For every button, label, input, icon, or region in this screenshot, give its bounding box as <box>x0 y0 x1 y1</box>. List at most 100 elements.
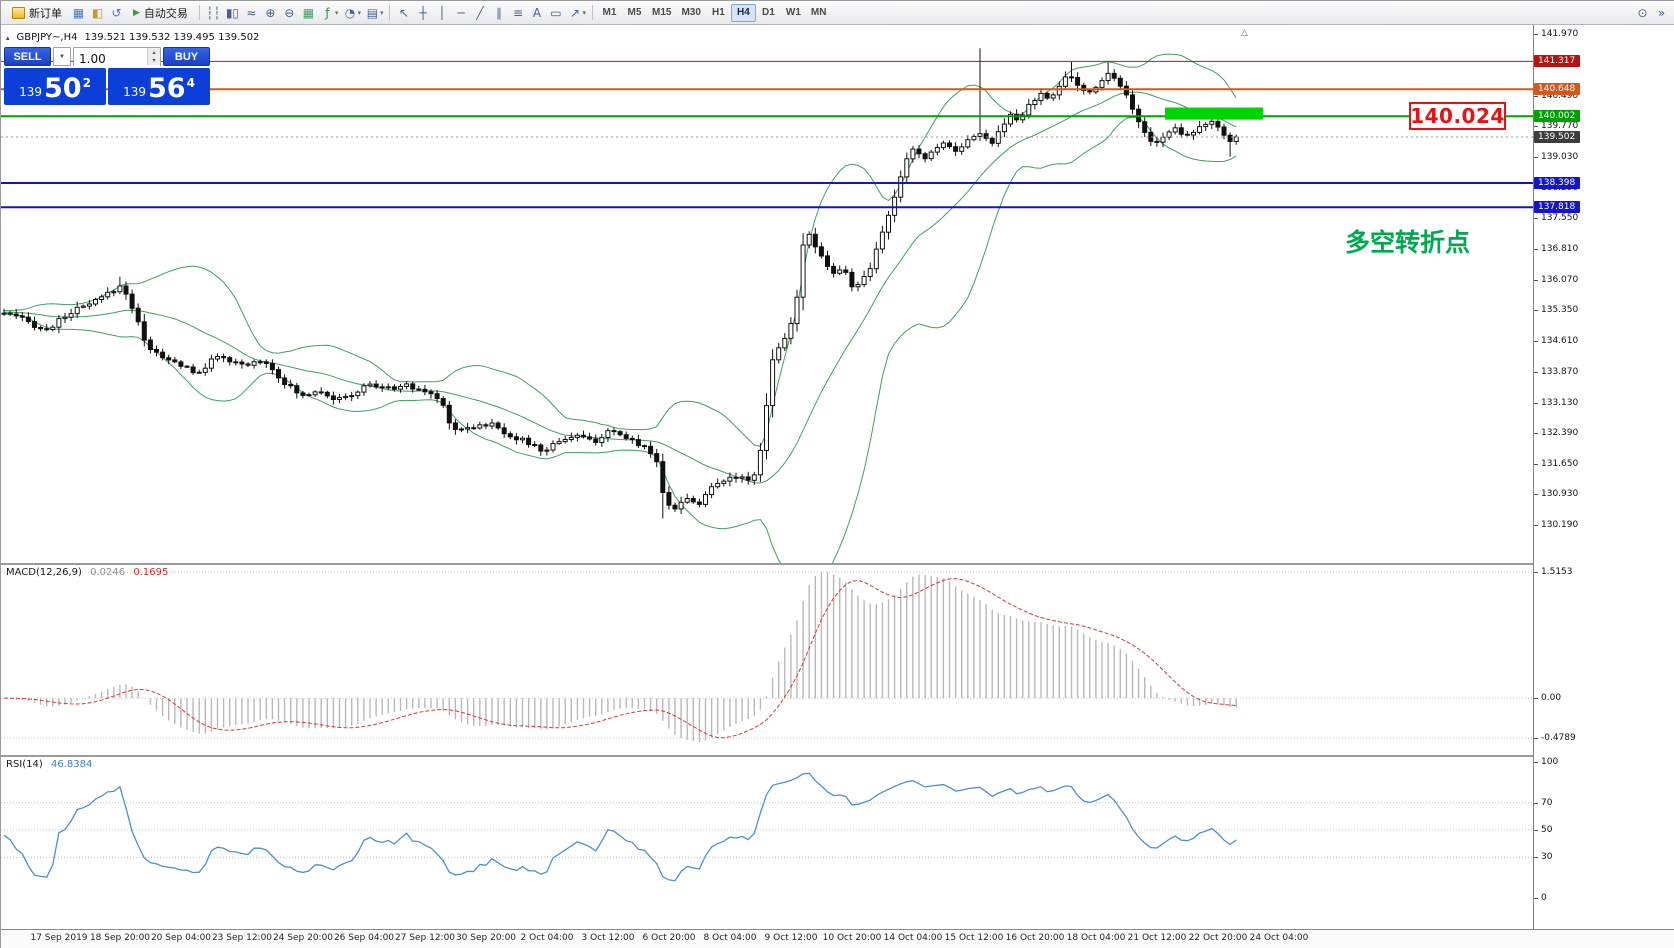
timeframe-m5[interactable]: M5 <box>622 4 647 22</box>
play-icon: ▶ <box>133 7 140 17</box>
level-price-badge: 140.648 <box>1534 83 1581 95</box>
time-label: 6 Oct 20:00 <box>642 933 696 943</box>
trendline-icon[interactable]: ╱ <box>476 5 484 20</box>
price-tick: 141.970 <box>1534 28 1578 40</box>
timeframe-mn[interactable]: MN <box>806 4 832 22</box>
timeframe-d1[interactable]: D1 <box>756 4 781 22</box>
macd-panel: MACD(12,26,9) 0.0246 0.1695 <box>1 563 1533 755</box>
fibonacci-icon[interactable]: ≡ <box>512 5 523 20</box>
order-type-dropdown[interactable]: ▼ <box>53 47 71 66</box>
sell-price-figure: 139 <box>19 85 42 99</box>
volume-input[interactable] <box>74 50 160 68</box>
time-label: 8 Oct 04:00 <box>703 933 757 943</box>
toolbar-overflow-icon[interactable]: » <box>1657 5 1666 20</box>
price-tick: 130.930 <box>1534 488 1578 500</box>
market-watch-icon[interactable]: ▦ <box>72 5 85 20</box>
rsi-tick: 100 <box>1534 756 1558 768</box>
time-label: 21 Oct 12:00 <box>1127 933 1187 943</box>
auto-trading-label: 自动交易 <box>143 7 188 20</box>
rsi-canvas[interactable] <box>1 757 1533 929</box>
templates-icon[interactable]: ▤ <box>366 5 379 20</box>
rsi-tick: 50 <box>1534 824 1552 836</box>
toolbar-separator <box>389 5 391 20</box>
new-order-label: 新订单 <box>29 7 62 20</box>
navigator-icon[interactable]: ↺ <box>111 5 122 20</box>
timeframe-h1[interactable]: H1 <box>706 4 731 22</box>
auto-trading-button[interactable]: ▶ 自动交易 <box>126 3 195 23</box>
volume-spinner: ▴ ▾ <box>147 48 160 65</box>
price-tick: 137.550 <box>1534 212 1578 224</box>
timeframe-m1[interactable]: M1 <box>597 4 622 22</box>
data-window-icon[interactable]: ◧ <box>91 5 104 20</box>
price-tick: 139.030 <box>1534 151 1578 163</box>
zoom-in-icon[interactable]: ⊕ <box>265 5 276 20</box>
time-label: 18 Oct 04:00 <box>1066 933 1126 943</box>
main-chart-canvas[interactable] <box>1 25 1533 563</box>
candlestick-chart-icon[interactable]: ▮▯ <box>225 5 240 20</box>
timeframe-group: M1 M5 M15 M30 H1 H4 D1 W1 MN <box>597 3 832 22</box>
indicators-icon-dropdown[interactable]: ▾ <box>334 8 339 17</box>
macd-title: MACD(12,26,9) <box>6 567 82 578</box>
search-icon[interactable]: ⊙ <box>1637 5 1648 20</box>
periods-icon[interactable]: ◔ <box>344 5 356 20</box>
time-label: 10 Oct 20:00 <box>822 933 882 943</box>
time-label: 17 Sep 2019 <box>30 933 88 943</box>
chart-shift-marker-icon[interactable]: △ <box>1241 28 1248 38</box>
channel-icon[interactable]: ∥ <box>495 5 502 20</box>
volume-increase-button[interactable]: ▴ <box>148 48 160 57</box>
current-price-badge: 139.502 <box>1534 131 1581 143</box>
price-annotation-box[interactable]: 140.024 <box>1409 102 1506 130</box>
buy-button[interactable]: BUY <box>163 47 210 66</box>
indicators-icon[interactable]: ƒ <box>325 5 330 20</box>
volume-field-wrap: ▴ ▾ <box>73 47 161 68</box>
time-label: 27 Sep 12:00 <box>394 933 456 943</box>
main-chart-panel: ▴ GBPJPY~,H4 139.521 139.532 139.495 139… <box>1 25 1533 563</box>
line-chart-icon[interactable]: ≈ <box>246 5 257 20</box>
arrows-icon[interactable]: ↗ <box>569 5 580 20</box>
text-icon[interactable]: A <box>532 5 542 20</box>
buy-price-display[interactable]: 139 56 4 <box>108 68 210 105</box>
horizontal-line-icon[interactable]: ─ <box>457 5 465 20</box>
caret-down-icon: ▼ <box>59 53 65 60</box>
macd-canvas[interactable] <box>1 565 1533 755</box>
macd-label: MACD(12,26,9) 0.0246 0.1695 <box>6 567 168 578</box>
rsi-value: 46.8384 <box>50 759 93 770</box>
macd-tick: 0.00 <box>1534 692 1561 704</box>
time-axis[interactable]: 17 Sep 2019 18 Sep 20:00 20 Sep 04:00 23 Se… <box>1 929 1674 948</box>
time-label: 26 Sep 04:00 <box>333 933 395 943</box>
rsi-tick: 0 <box>1534 892 1547 904</box>
crosshair-icon[interactable]: ┼ <box>419 5 427 20</box>
price-tick: 136.070 <box>1534 274 1578 286</box>
time-label: 14 Oct 04:00 <box>883 933 943 943</box>
turning-point-label[interactable]: 多空转折点 <box>1345 228 1471 257</box>
timeframe-h4[interactable]: H4 <box>730 3 756 22</box>
price-tick: 133.870 <box>1534 366 1578 378</box>
collapse-triangle-icon[interactable]: ▴ <box>6 33 10 42</box>
bar-chart-icon[interactable]: ┆┆ <box>206 5 221 20</box>
sell-price-display[interactable]: 139 50 2 <box>4 68 106 105</box>
vertical-line-icon[interactable]: │ <box>438 5 446 20</box>
timeframe-m30[interactable]: M30 <box>676 4 705 22</box>
new-order-icon <box>12 6 25 19</box>
cursor-icon[interactable]: ↖ <box>398 5 409 20</box>
price-axis[interactable]: 141.970141.240140.490139.770139.030138.2… <box>1533 25 1674 929</box>
templates-icon-dropdown[interactable]: ▾ <box>379 8 384 17</box>
time-label: 22 Oct 20:00 <box>1188 933 1248 943</box>
toolbar-separator <box>591 5 593 20</box>
volume-decrease-button[interactable]: ▾ <box>148 56 160 65</box>
arrows-icon-dropdown[interactable]: ▾ <box>582 8 586 17</box>
main-toolbar: 新订单 ▦ ◧ ↺ ▶ 自动交易 ┆┆ ▮▯ ≈ ⊕ ⊖ ▦ ƒ ▾ ◔ ▾ ▤ ▾ ↖ ┼ │ ─ ╱ ∥ ≡ A ▭ ↗… <box>1 1 1674 25</box>
timeframe-w1[interactable]: W1 <box>781 4 806 22</box>
label-icon[interactable]: ▭ <box>550 5 562 20</box>
sell-button[interactable]: SELL <box>4 47 51 66</box>
zoom-out-icon[interactable]: ⊖ <box>284 5 295 20</box>
new-order-button[interactable]: 新订单 <box>5 3 69 23</box>
rsi-panel: RSI(14) 46.8384 <box>1 755 1533 929</box>
macd-tick: -0.4789 <box>1534 732 1576 744</box>
tile-windows-icon[interactable]: ▦ <box>302 5 315 20</box>
time-label: 18 Sep 20:00 <box>89 933 151 943</box>
periods-icon-dropdown[interactable]: ▾ <box>357 8 361 17</box>
timeframe-m15[interactable]: M15 <box>647 4 676 22</box>
time-label: 30 Sep 20:00 <box>455 933 517 943</box>
